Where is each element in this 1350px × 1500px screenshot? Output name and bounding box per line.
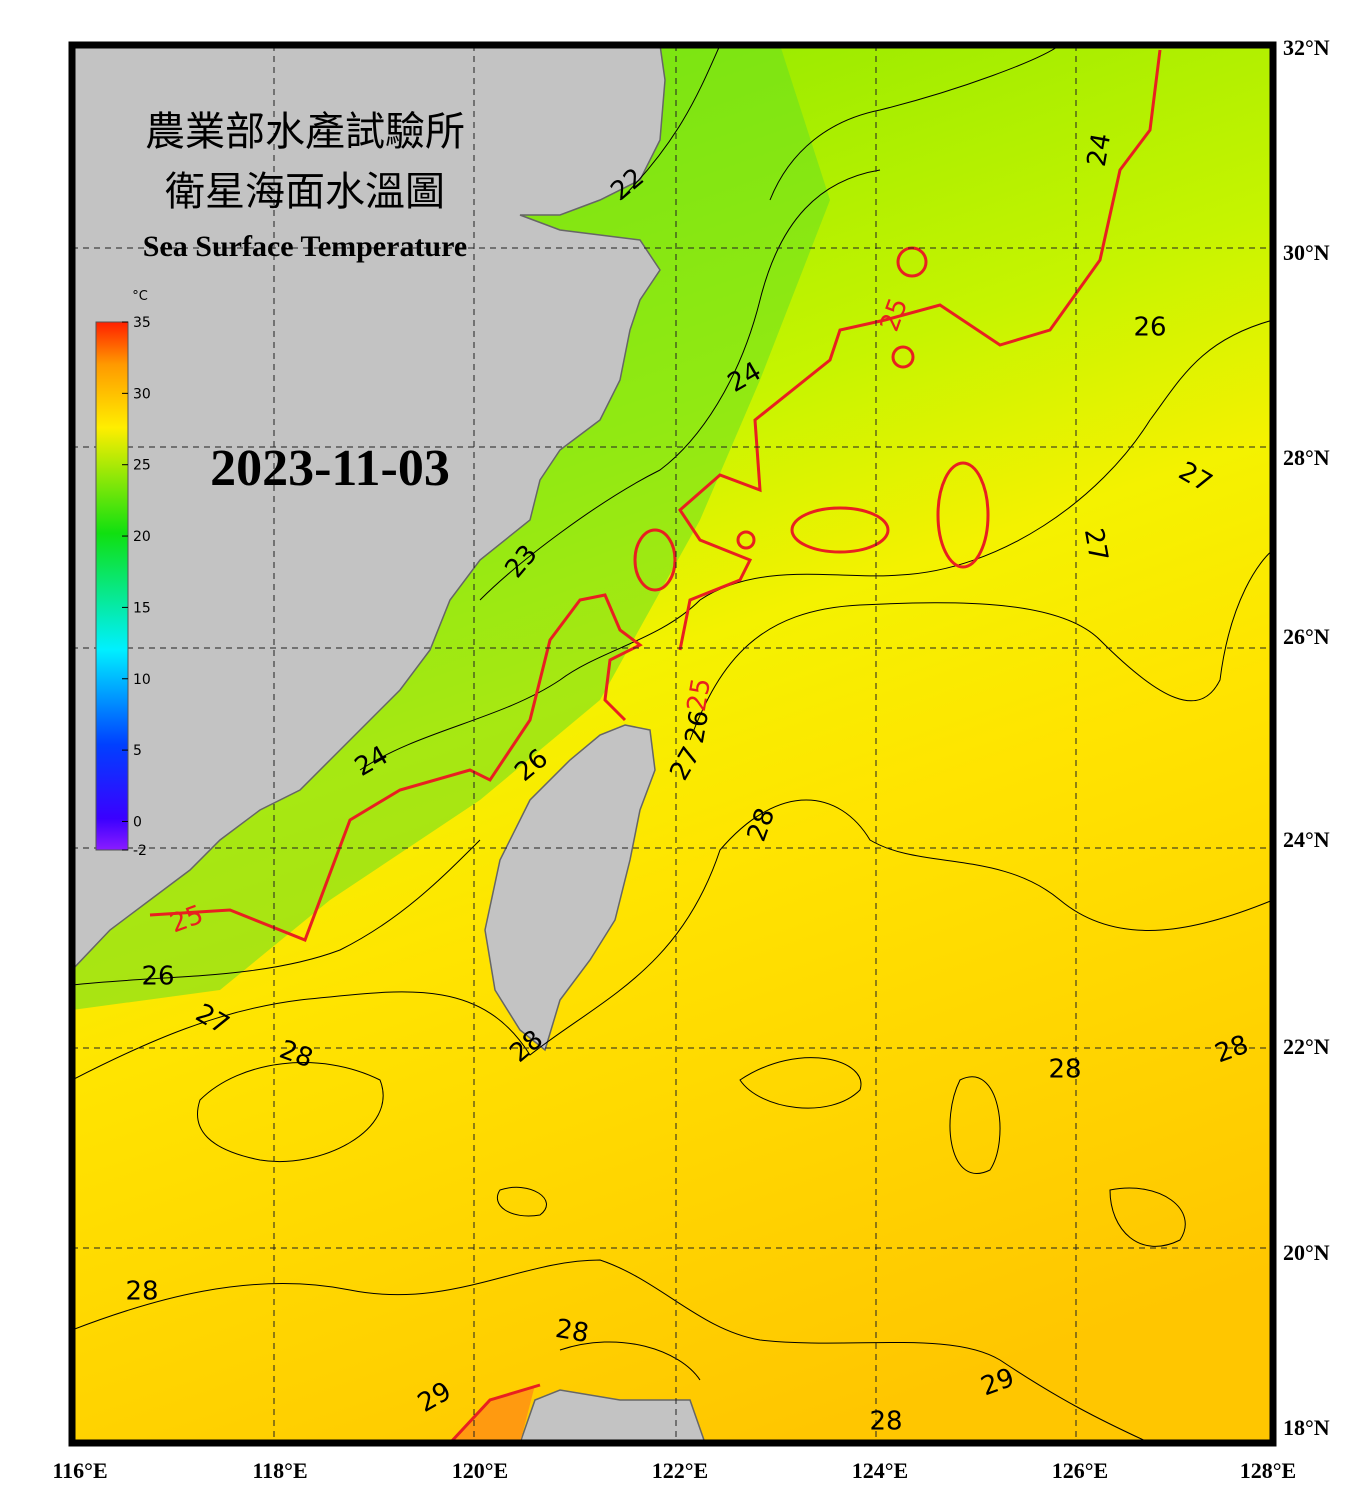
lon-label: 120°E: [452, 1458, 508, 1483]
colorbar-tick-label: 15: [133, 600, 151, 616]
colorbar-tick-label: 25: [133, 458, 151, 474]
contour-label: 28: [553, 1314, 591, 1349]
lat-label: 32°N: [1283, 35, 1330, 60]
lon-label: 128°E: [1240, 1458, 1296, 1483]
colorbar-tick-label: 0: [133, 814, 142, 830]
colorbar-unit: °C: [132, 289, 148, 304]
lon-label: 126°E: [1052, 1458, 1108, 1483]
contour-label: 28: [869, 1407, 902, 1437]
contour-label: 27: [1078, 526, 1113, 564]
contour-label: 28: [1048, 1055, 1081, 1085]
contour-label: 25: [682, 676, 717, 714]
contour-label: 26: [680, 708, 715, 746]
colorbar-tick-label: -2: [133, 843, 147, 859]
colorbar-tick-label: 30: [133, 386, 151, 402]
date: 2023-11-03: [210, 440, 450, 497]
lon-label: 118°E: [252, 1458, 307, 1483]
lat-label: 20°N: [1283, 1240, 1330, 1265]
lat-label: 22°N: [1283, 1034, 1330, 1059]
contour-label: 26: [141, 962, 174, 992]
contour-label: 24: [1082, 131, 1117, 169]
colorbar-tick-label: 5: [133, 743, 142, 759]
lat-label: 24°N: [1283, 827, 1330, 852]
colorbar-ticks: 35 30 25 20 15 10 5 0 -2: [122, 315, 151, 859]
lat-label: 28°N: [1283, 445, 1330, 470]
axis-labels: 32°N 30°N 28°N 26°N 24°N 22°N 20°N 18°N 116°E 118…: [52, 35, 1329, 1483]
lon-label: 124°E: [852, 1458, 908, 1483]
contours: [72, 45, 1273, 1443]
map-frame: [68, 41, 1277, 1447]
lon-label: 122°E: [652, 1458, 708, 1483]
lon-label: 116°E: [52, 1458, 107, 1483]
colorbar-tick-label: 35: [133, 315, 151, 331]
warm-patch: [452, 1385, 535, 1443]
title-en: Sea Surface Temperature: [143, 230, 467, 263]
title-zh: 農業部水產試驗所: [145, 109, 465, 154]
contour-label: 26: [1133, 313, 1166, 343]
contour-label: 28: [125, 1277, 158, 1307]
contour-25: [149, 49, 1162, 1443]
colorbar-tick-label: 20: [133, 529, 151, 545]
lat-label: 30°N: [1283, 240, 1330, 265]
taiwan: [484, 724, 656, 1052]
title-zh: 衛星海面水溫圖: [165, 169, 445, 214]
colorbar: [95, 321, 129, 851]
lat-label: 18°N: [1283, 1415, 1330, 1440]
lat-label: 26°N: [1283, 624, 1330, 649]
graticule: [72, 45, 1273, 1443]
land: [72, 45, 666, 972]
luzon: [519, 1389, 706, 1443]
colorbar-tick-label: 10: [133, 672, 151, 688]
